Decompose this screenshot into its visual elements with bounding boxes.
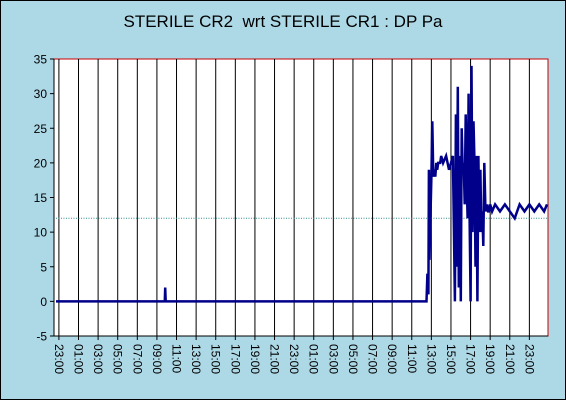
x-tick-label-10: 19:00 [248,344,262,374]
x-tick-label-13: 01:00 [307,344,321,374]
x-tick-label-11: 21:00 [268,344,282,374]
y-tick-label-7: 30 [34,87,48,101]
chart-title: STERILE CR2 wrt STERILE CR1 : DP Pa [123,12,443,31]
x-tick-label-15: 05:00 [346,344,360,374]
x-tick-label-4: 07:00 [130,344,144,374]
x-tick-label-24: 23:00 [522,344,536,374]
x-tick-label-2: 03:00 [91,344,105,374]
x-tick-label-14: 03:00 [326,344,340,374]
x-tick-label-7: 13:00 [189,344,203,374]
x-tick-label-5: 09:00 [150,344,164,374]
y-tick-label-5: 20 [34,156,48,170]
x-tick-label-6: 11:00 [170,344,184,373]
x-tick-label-17: 09:00 [385,344,399,374]
y-tick-label-0: -5 [36,330,47,344]
y-tick-label-2: 5 [40,260,47,274]
x-tick-label-9: 17:00 [228,344,242,374]
y-tick-label-8: 35 [34,53,48,67]
x-tick-label-1: 01:00 [72,344,86,374]
x-tick-label-12: 23:00 [287,344,301,374]
series-line-0 [56,65,549,303]
x-tick-label-19: 13:00 [424,344,438,374]
x-tick-label-0: 23:00 [52,344,66,374]
x-tick-label-16: 07:00 [366,344,380,374]
x-tick-label-3: 05:00 [111,344,125,374]
y-tick-label-1: 0 [40,295,47,309]
x-tick-label-21: 17:00 [464,344,478,374]
x-tick-label-20: 15:00 [444,344,458,374]
y-tick-label-6: 25 [34,122,48,136]
y-tick-label-3: 10 [34,226,48,240]
x-tick-label-18: 11:00 [405,344,419,373]
x-tick-label-23: 21:00 [503,344,517,374]
y-tick-label-4: 15 [34,191,48,205]
x-tick-label-8: 15:00 [209,344,223,374]
x-tick-label-22: 19:00 [483,344,497,374]
